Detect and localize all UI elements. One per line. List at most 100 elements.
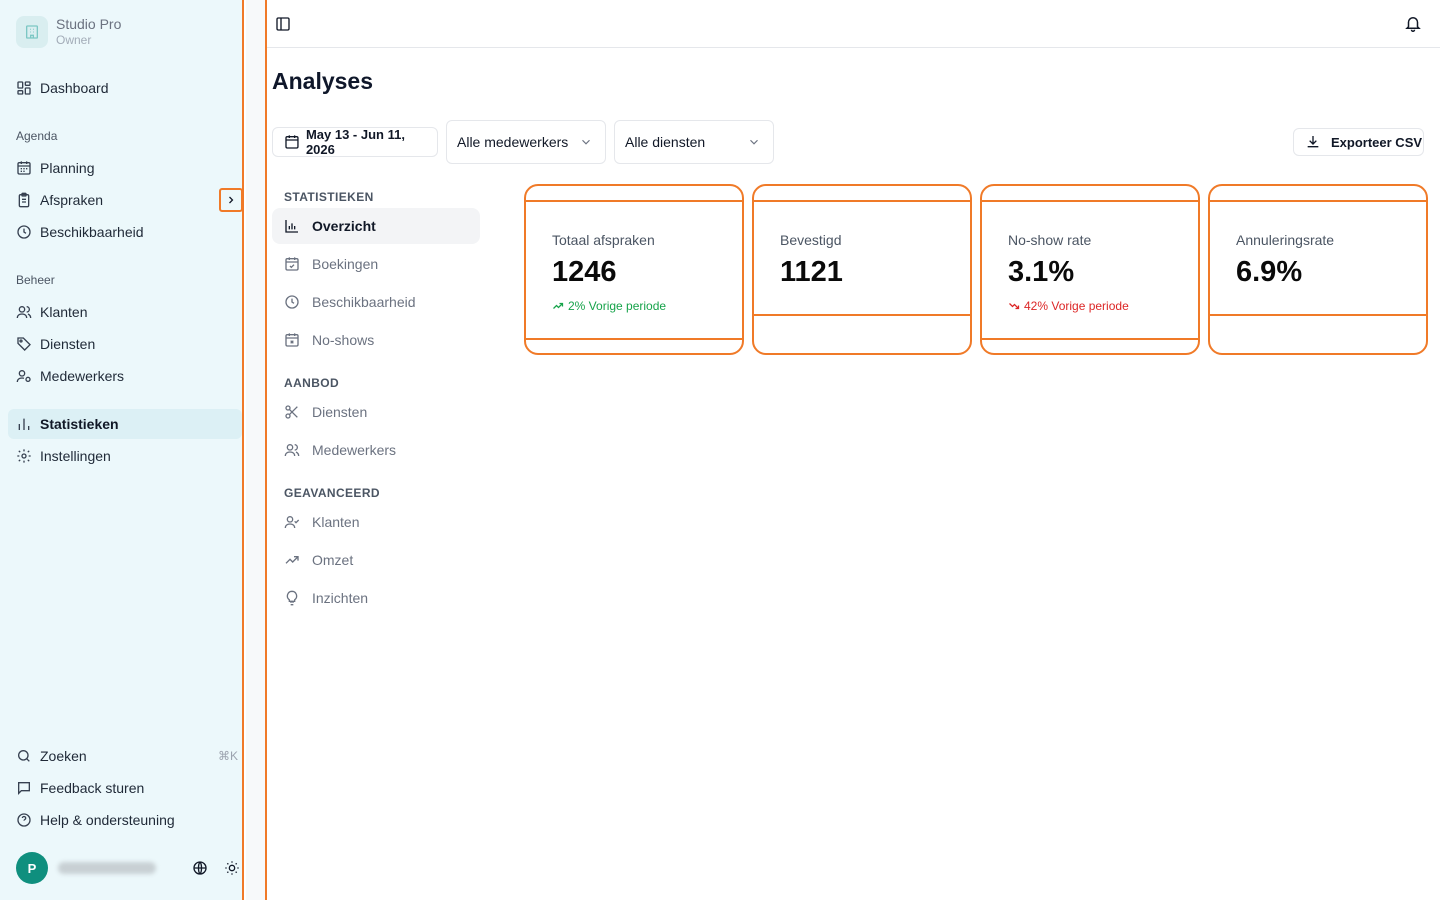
bell-icon[interactable]	[1404, 14, 1422, 32]
subnav-item-label: Overzicht	[312, 218, 376, 234]
sidebar-item-instellingen[interactable]: Instellingen	[8, 441, 242, 471]
subnav-item-omzet[interactable]: Omzet	[272, 542, 480, 578]
scissors-icon	[285, 405, 298, 419]
chevron-down-icon	[582, 139, 590, 145]
subnav-item-label: Diensten	[312, 404, 368, 420]
sidebar-item-afspraken[interactable]: Afspraken	[8, 185, 242, 215]
gear-icon	[17, 449, 31, 463]
feedback-label: Feedback sturen	[40, 780, 145, 796]
help-circle-icon	[17, 813, 31, 827]
date-range-label: May 13 - Jun 11, 2026	[305, 127, 405, 157]
subnav-item-label: No-shows	[312, 332, 375, 348]
main-panel-border	[265, 0, 267, 900]
user-menu[interactable]: P	[16, 852, 242, 884]
search-icon	[18, 750, 30, 762]
dashboard-icon	[17, 81, 31, 95]
trending-up-icon	[553, 302, 564, 309]
sidebar-item-dashboard[interactable]: Dashboard	[8, 73, 242, 103]
staff-filter-select[interactable]: Alle medewerkers	[446, 120, 606, 164]
stat-value: 6.9%	[1236, 256, 1303, 288]
sidebar-item-beschikbaarheid[interactable]: Beschikbaarheid	[8, 217, 242, 247]
user-email-redacted	[58, 862, 156, 874]
sidebar-item-klanten[interactable]: Klanten	[8, 297, 242, 327]
sidebar-search[interactable]: Zoeken ⌘K	[8, 741, 242, 771]
sun-icon[interactable]	[224, 860, 240, 876]
stat-trend: 2% Vorige periode	[552, 299, 666, 313]
stat-trend-text: 42% Vorige periode	[1024, 299, 1129, 313]
sidebar-item-medewerkers[interactable]: Medewerkers	[8, 361, 242, 391]
sidebar-item-label: Afspraken	[40, 192, 104, 208]
bar-chart-icon	[285, 220, 298, 233]
subnav-section-geavanceerd: GEAVANCEERD	[284, 486, 380, 500]
calendar-x-icon	[285, 333, 299, 347]
subnav-item-medewerkers[interactable]: Medewerkers	[272, 432, 480, 468]
tag-icon	[17, 337, 31, 351]
service-filter-value: Alle diensten	[625, 134, 706, 150]
workspace-name: Studio Pro	[56, 16, 122, 32]
sidebar-help[interactable]: Help & ondersteuning	[8, 805, 242, 835]
building-icon	[16, 16, 48, 48]
card-divider	[754, 200, 970, 202]
trending-down-icon	[1009, 303, 1020, 310]
user-check-icon	[284, 516, 300, 529]
subnav-item-overzicht[interactable]: Overzicht	[272, 208, 480, 244]
stat-label: No-show rate	[1008, 232, 1092, 248]
search-label: Zoeken	[40, 748, 87, 764]
sidebar-item-label: Klanten	[40, 304, 88, 320]
subnav-item-diensten[interactable]: Diensten	[272, 394, 480, 430]
sidebar-feedback[interactable]: Feedback sturen	[8, 773, 242, 803]
clock-icon	[285, 295, 299, 309]
sidebar-item-label: Beschikbaarheid	[40, 224, 144, 240]
subnav-item-label: Boekingen	[312, 256, 379, 272]
card-divider	[754, 314, 970, 316]
date-range-picker[interactable]: May 13 - Jun 11, 2026	[272, 127, 438, 157]
page-title: Analyses	[272, 68, 374, 94]
message-square-icon	[18, 782, 30, 795]
subnav-section-statistieken: STATISTIEKEN	[284, 190, 374, 204]
sidebar-item-planning[interactable]: Planning	[8, 153, 242, 183]
layout-gutter	[246, 0, 265, 900]
bar-chart-icon	[18, 418, 30, 430]
stat-label: Annuleringsrate	[1236, 232, 1335, 248]
globe-icon[interactable]	[192, 860, 208, 876]
subnav-item-beschikbaarheid[interactable]: Beschikbaarheid	[272, 284, 480, 320]
sidebar: Studio Pro Owner Dashboard Agenda Planni…	[0, 0, 244, 900]
card-divider	[526, 200, 742, 202]
card-divider	[1210, 200, 1426, 202]
sidebar-item-label: Diensten	[40, 336, 96, 352]
lightbulb-icon	[286, 590, 298, 606]
subnav-item-label: Medewerkers	[312, 442, 397, 458]
expand-submenu-button[interactable]	[219, 188, 243, 212]
workspace-switcher[interactable]: Studio Pro Owner	[16, 16, 121, 48]
download-icon	[1307, 136, 1319, 148]
stat-value: 3.1%	[1008, 256, 1075, 288]
sidebar-item-label: Dashboard	[40, 80, 109, 96]
subnav-item-label: Omzet	[312, 552, 354, 568]
subnav-item-boekingen[interactable]: Boekingen	[272, 246, 480, 282]
stat-trend: 42% Vorige periode	[1008, 299, 1129, 313]
subnav-section-aanbod: AANBOD	[284, 376, 340, 390]
subnav-item-noshows[interactable]: No-shows	[272, 322, 480, 358]
trending-up-icon	[285, 556, 299, 564]
sidebar-item-diensten[interactable]: Diensten	[8, 329, 242, 359]
subnav-item-inzichten[interactable]: Inzichten	[272, 580, 480, 616]
chevron-down-icon	[750, 139, 758, 145]
subnav-item-klanten[interactable]: Klanten	[272, 504, 480, 540]
users-icon	[16, 306, 32, 319]
sidebar-item-label: Statistieken	[40, 416, 119, 432]
avatar: P	[16, 852, 48, 884]
stat-card-confirmed: Bevestigd 1121	[752, 184, 972, 355]
stat-card-total: Totaal afspraken 1246 2% Vorige periode	[524, 184, 744, 355]
service-filter-select[interactable]: Alle diensten	[614, 120, 774, 164]
calendar-check-icon	[285, 257, 299, 271]
stat-value: 1121	[780, 256, 843, 288]
help-label: Help & ondersteuning	[40, 812, 175, 828]
sidebar-toggle-icon[interactable]	[275, 16, 291, 32]
export-csv-button[interactable]: Exporteer CSV	[1293, 128, 1424, 156]
sidebar-item-statistieken[interactable]: Statistieken	[8, 409, 242, 439]
top-bar	[267, 0, 1440, 48]
search-shortcut: ⌘K	[217, 749, 238, 763]
calendar-icon	[17, 161, 31, 175]
subnav-item-label: Beschikbaarheid	[312, 294, 416, 310]
stat-trend-text: 2% Vorige periode	[568, 299, 667, 313]
